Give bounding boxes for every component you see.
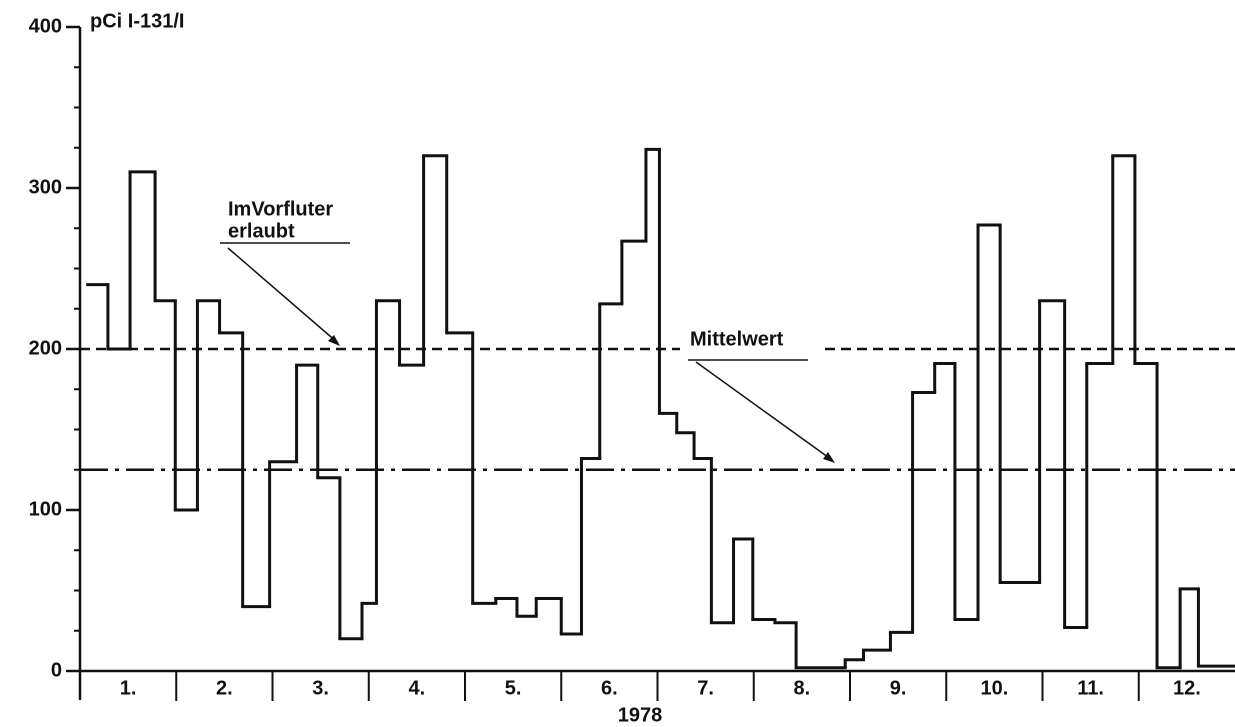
arrow-head [328,335,340,346]
annotation: ImVorfluter [228,198,333,220]
arrow-head [823,452,835,463]
x-tick-label: 7. [697,677,714,699]
x-tick-label: 8. [794,677,811,699]
x-tick-label: 4. [409,677,426,699]
y-tick-label: 100 [29,498,62,520]
x-axis-label: 1978 [618,704,663,726]
x-tick-label: 9. [890,677,907,699]
y-tick-label: 200 [29,337,62,359]
annotation: Mittelwert [690,328,784,350]
y-tick-label: 300 [29,176,62,198]
annotation-arrow [695,361,833,461]
annotation: erlaubt [228,220,295,242]
annotation-arrow [227,247,339,344]
x-tick-label: 12. [1173,677,1201,699]
x-tick-label: 6. [601,677,618,699]
x-tick-label: 10. [980,677,1008,699]
y-tick-label: 400 [29,15,62,37]
x-tick-label: 1. [120,677,137,699]
x-tick-label: 11. [1077,677,1104,699]
x-tick-label: 2. [216,677,233,699]
y-tick-label: 0 [51,659,62,681]
x-tick-label: 5. [505,677,522,699]
x-tick-label: 3. [312,677,329,699]
y-axis-label: pCi I-131/I [90,10,184,32]
